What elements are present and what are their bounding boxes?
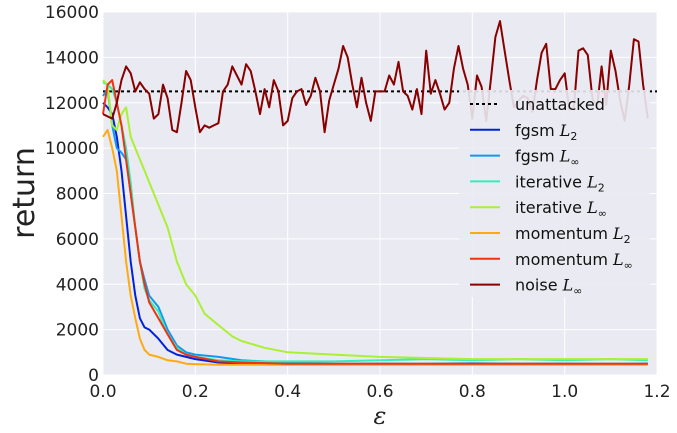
legend-label: iterative L∞ (515, 198, 607, 220)
x-tick-label: 1.0 (551, 382, 578, 402)
legend-label: unattacked (515, 95, 605, 114)
y-tick-label: 10000 (45, 139, 99, 159)
x-tick-labels: 0.0 0.2 0.4 0.6 0.8 1.0 1.2 (89, 382, 670, 402)
series-line-5 (102, 79, 648, 365)
x-axis-label: ε (374, 402, 387, 430)
series-line-6 (102, 20, 649, 134)
x-tick-label: 0.8 (459, 382, 486, 402)
series-line-4 (102, 129, 648, 366)
y-tick-label: 4000 (56, 275, 99, 295)
y-tick-label: 0 (88, 366, 99, 386)
legend-box (459, 90, 650, 297)
y-tick-label: 8000 (56, 185, 99, 205)
y-tick-label: 6000 (56, 230, 99, 250)
x-tick-label: 0.0 (89, 382, 116, 402)
x-tick-label: 0.6 (366, 382, 393, 402)
y-tick-label: 2000 (56, 321, 99, 341)
legend: unattacked fgsm L2 fgsm L∞ iterative L2 iter… (459, 90, 650, 298)
series-layer (102, 20, 657, 366)
x-tick-label: 1.2 (643, 382, 670, 402)
legend-label: noise L∞ (515, 276, 582, 298)
series-line-3 (102, 79, 648, 361)
x-tick-label: 0.4 (274, 382, 301, 402)
x-tick-label: 0.2 (182, 382, 209, 402)
y-tick-label: 14000 (45, 48, 99, 68)
legend-label: momentum L∞ (515, 250, 633, 272)
y-axis-label: return (7, 147, 42, 239)
legend-label: momentum L2 (515, 224, 631, 246)
legend-label: fgsm L2 (515, 121, 577, 143)
y-tick-label: 12000 (45, 94, 99, 114)
y-tick-label: 16000 (45, 3, 99, 23)
legend-label: iterative L2 (515, 172, 605, 194)
legend-label: fgsm L∞ (515, 147, 580, 169)
y-tick-labels: 0 2000 4000 6000 8000 10000 12000 14000 16000 (45, 3, 99, 386)
